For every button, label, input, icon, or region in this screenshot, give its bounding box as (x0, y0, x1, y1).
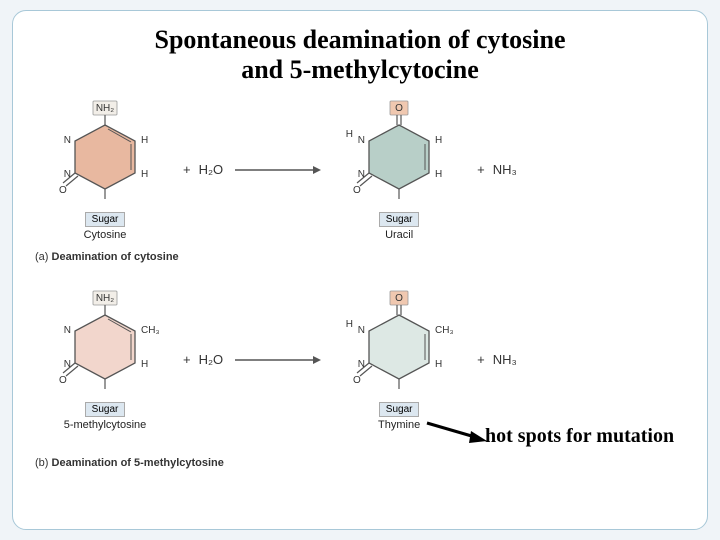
sugar-box: Sugar (85, 402, 126, 417)
sugar-box: Sugar (379, 212, 420, 227)
svg-text:O: O (59, 185, 67, 196)
hexagon (75, 125, 135, 189)
svg-text:N: N (358, 169, 365, 180)
panel-b-caption: (b) Deamination of 5-methylcytosine (35, 457, 685, 469)
svg-text:N: N (358, 359, 365, 370)
slide-card: Spontaneous deamination of cytosine and … (12, 10, 708, 530)
svg-text:H: H (435, 135, 442, 146)
caption-prefix: (b) (35, 457, 48, 469)
cytosine-structure: NH₂ N N H H O (45, 99, 165, 209)
annotation-arrow-icon (423, 417, 493, 447)
molecule-name: Thymine (378, 419, 420, 431)
svg-text:N: N (64, 169, 71, 180)
caption-bold: Deamination of cytosine (52, 251, 179, 263)
hexagon (369, 125, 429, 189)
reaction-arrow (231, 353, 321, 367)
molecule-5mc: NH₂ N N CH₃ H O Sugar 5-methylcytosine (35, 289, 175, 431)
molecule-cytosine: NH₂ N N H H O (35, 99, 175, 241)
svg-text:O: O (353, 375, 361, 386)
plus-sign: + (183, 162, 191, 177)
sugar-box: Sugar (85, 212, 126, 227)
svg-text:H: H (435, 169, 442, 180)
caption-prefix: (a) (35, 251, 48, 263)
slide-title: Spontaneous deamination of cytosine and … (35, 25, 685, 85)
svg-text:H: H (435, 359, 442, 370)
plus-sign: + (477, 352, 485, 367)
top-label: O (395, 103, 403, 114)
title-line2: and 5-methylcytocine (241, 55, 479, 84)
svg-text:H: H (141, 135, 148, 146)
molecule-thymine: O N H N CH₃ H O Sugar Thymine (329, 289, 469, 431)
reaction-row-a: NH₂ N N H H O (35, 99, 685, 241)
svg-text:N: N (358, 135, 365, 146)
svg-text:O: O (353, 185, 361, 196)
svg-text:H: H (141, 169, 148, 180)
ammonia-out: NH₃ (493, 352, 517, 367)
panel-a-caption: (a) Deamination of cytosine (35, 251, 685, 263)
svg-text:O: O (59, 375, 67, 386)
molecule-name: Uracil (385, 229, 413, 241)
hexagon (75, 315, 135, 379)
molecule-name: 5-methylcytosine (64, 419, 147, 431)
sugar-box: Sugar (379, 402, 420, 417)
plus-sign: + (183, 352, 191, 367)
svg-text:H: H (141, 359, 148, 370)
top-label: NH₂ (96, 293, 114, 304)
molecule-name: Cytosine (84, 229, 127, 241)
svg-text:N: N (358, 325, 365, 336)
svg-text:N: N (64, 325, 71, 336)
plus-sign: + (477, 162, 485, 177)
5mc-structure: NH₂ N N CH₃ H O (45, 289, 165, 399)
svg-text:CH₃: CH₃ (435, 325, 454, 336)
reaction-row-b: NH₂ N N CH₃ H O Sugar 5-methylcytosine (35, 289, 685, 431)
thymine-structure: O N H N CH₃ H O (339, 289, 459, 399)
panel-a: NH₂ N N H H O (35, 99, 685, 263)
molecule-uracil: O N H N H H O Sugar Uracil (329, 99, 469, 241)
ammonia-out: NH₃ (493, 162, 517, 177)
annotation-text: hot spots for mutation (485, 425, 674, 448)
svg-text:H: H (346, 319, 353, 330)
svg-text:CH₃: CH₃ (141, 325, 160, 336)
panel-b: NH₂ N N CH₃ H O Sugar 5-methylcytosine (35, 289, 685, 469)
water-in: H₂O (199, 162, 224, 177)
water-in: H₂O (199, 352, 224, 367)
svg-text:N: N (64, 135, 71, 146)
caption-bold: Deamination of 5-methylcytosine (52, 457, 224, 469)
top-label: NH₂ (96, 103, 114, 114)
uracil-structure: O N H N H H O (339, 99, 459, 209)
svg-text:H: H (346, 129, 353, 140)
svg-text:N: N (64, 359, 71, 370)
top-label: O (395, 293, 403, 304)
hexagon (369, 315, 429, 379)
title-line1: Spontaneous deamination of cytosine (155, 25, 566, 54)
reaction-arrow (231, 163, 321, 177)
